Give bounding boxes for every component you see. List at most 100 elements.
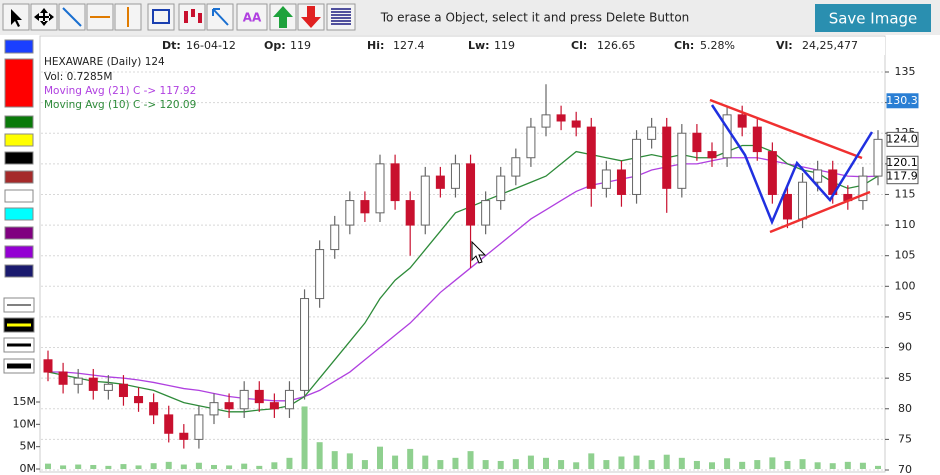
candle-body — [330, 224, 340, 251]
y-tick-label: 85 — [898, 371, 912, 384]
volume-bar — [60, 465, 67, 469]
volume-bar — [75, 464, 82, 469]
volume-bar — [135, 465, 142, 469]
swatch[interactable] — [4, 264, 34, 278]
volume-bar — [195, 462, 202, 469]
volume-bar — [663, 454, 670, 469]
info-value: 126.65 — [597, 39, 636, 52]
icon — [331, 8, 351, 25]
candle-body — [315, 249, 325, 300]
volume-bar — [618, 456, 625, 469]
volume-bar — [558, 460, 565, 469]
y-tick-label: 110 — [895, 218, 916, 231]
info-label: Lw: — [468, 39, 490, 52]
volume-bar — [331, 451, 338, 469]
swatch[interactable] — [4, 207, 34, 221]
volume-bar — [512, 459, 519, 469]
price-label: 117.9 — [886, 170, 918, 183]
candle-body — [284, 389, 294, 410]
candle-body — [405, 200, 415, 226]
volume-bar — [120, 464, 127, 469]
swatch[interactable] — [4, 245, 34, 259]
volume-bar — [497, 460, 504, 469]
info-value: 119 — [290, 39, 311, 52]
candle-body — [254, 389, 264, 404]
volume-bar — [90, 464, 97, 469]
candle-body — [224, 402, 234, 410]
y-tick-label: 90 — [898, 341, 912, 354]
candle-body — [722, 114, 732, 159]
y-tick-label: 80 — [898, 402, 912, 415]
drawings — [709, 98, 874, 234]
volume-bar — [814, 462, 821, 469]
save-button-label: Save Image — [829, 10, 918, 28]
volume-bar — [769, 457, 776, 469]
candle-body — [662, 126, 672, 189]
icon — [11, 9, 22, 27]
y-tick-label: 100 — [895, 279, 916, 292]
swatch[interactable] — [4, 115, 34, 129]
volume-bar — [422, 455, 429, 469]
legend-title: HEXAWARE (Daily) 124 — [44, 56, 165, 68]
candle-body — [496, 175, 506, 202]
y2-tick-label: 15M — [13, 395, 37, 408]
swatch[interactable] — [4, 151, 34, 165]
candle-body — [737, 114, 747, 128]
icon: AA — [243, 11, 262, 25]
candle-body — [601, 169, 611, 189]
y-tick-label: 70 — [898, 463, 912, 475]
tool-fib[interactable] — [326, 3, 356, 31]
candle-body — [435, 175, 445, 189]
y-tick-label: 75 — [898, 432, 912, 445]
volume-bar — [859, 462, 866, 469]
volume-bar — [165, 461, 172, 469]
info-label: Cl: — [571, 39, 587, 52]
volume-bar — [543, 457, 549, 469]
volume-bar — [452, 457, 459, 469]
candle-body — [420, 175, 430, 226]
tool-text[interactable] — [236, 3, 268, 31]
info-value: 127.4 — [393, 39, 425, 52]
volume-bar — [226, 465, 233, 469]
candle-body — [767, 151, 777, 195]
volume-bar — [392, 455, 399, 469]
candle-body — [647, 126, 657, 140]
volume-bar — [211, 464, 217, 469]
info-value: 5.28% — [700, 39, 735, 52]
icon — [62, 7, 82, 27]
color-palette[interactable] — [3, 39, 35, 374]
tool-buttons[interactable]: AA — [2, 3, 356, 31]
save-button[interactable] — [815, 4, 931, 32]
candle-body — [632, 138, 642, 195]
candle-body — [209, 402, 219, 416]
y-tick-label: 95 — [898, 310, 912, 323]
volume-bar — [346, 453, 353, 469]
volume-bar — [241, 463, 248, 469]
swatch[interactable] — [4, 170, 34, 184]
info-label: Hi: — [367, 39, 384, 52]
candle-body — [616, 169, 626, 195]
swatch[interactable] — [4, 226, 34, 240]
candle-body — [88, 377, 98, 391]
volume-bar — [784, 460, 791, 469]
candle-body — [194, 414, 204, 440]
info-bar — [155, 37, 885, 55]
swatch[interactable] — [4, 189, 34, 203]
volume-bar — [844, 461, 851, 469]
tool-rect[interactable] — [147, 3, 175, 31]
price-label-box — [886, 131, 919, 147]
candle-body — [149, 402, 159, 416]
candle-body — [798, 181, 808, 220]
swatch[interactable] — [4, 39, 34, 54]
candle-body — [269, 402, 279, 410]
volume-bar — [105, 465, 112, 469]
volume-bar — [754, 460, 761, 469]
volume-bar — [633, 455, 640, 469]
candle-body — [300, 298, 310, 391]
swatch[interactable] — [4, 133, 34, 147]
candle-body — [43, 359, 53, 373]
candle-body — [450, 163, 460, 189]
swatch[interactable] — [4, 58, 34, 108]
moving-average — [48, 157, 879, 402]
info-label: Ch: — [674, 39, 694, 52]
